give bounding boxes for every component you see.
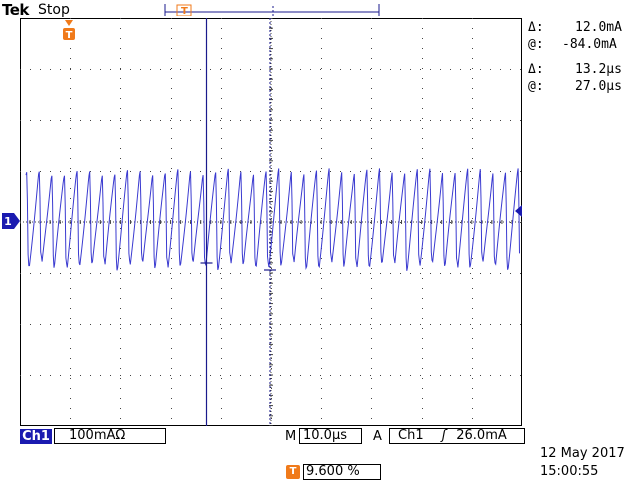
trigger-mode: A <box>373 429 382 444</box>
grid-lines <box>20 18 522 426</box>
trigger-position-value[interactable]: 9.600 % <box>303 464 381 480</box>
record-position-bar: T <box>164 4 380 16</box>
acquisition-state: Stop <box>38 2 70 18</box>
trigger-settings[interactable]: Ch1 ʃ 26.0mA <box>389 428 525 444</box>
svg-text:1: 1 <box>4 215 12 228</box>
waveform-line <box>25 168 520 271</box>
rising-edge-icon: ʃ <box>441 428 447 443</box>
trigger-source: Ch1 <box>398 428 424 443</box>
date-display: 12 May 2017 <box>540 446 625 461</box>
time-at-value: 27.0μs <box>575 79 622 94</box>
amplitude-at-value: -84.0mA <box>562 37 617 52</box>
trigger-level-marker[interactable] <box>513 202 522 217</box>
svg-text:T: T <box>181 6 188 16</box>
amplitude-delta-value: 12.0mA <box>575 20 622 35</box>
cursor-lines <box>200 18 276 426</box>
svg-text:T: T <box>66 30 73 41</box>
channel1-label[interactable]: Ch1 <box>20 429 52 444</box>
amplitude-at-label: @: <box>528 37 544 52</box>
time-display: 15:00:55 <box>540 464 599 479</box>
channel1-ground-marker[interactable]: 1 <box>2 213 20 229</box>
trigger-position-icon: T <box>286 465 300 479</box>
channel1-scale[interactable]: 100mAΩ <box>54 428 166 444</box>
time-delta-value: 13.2μs <box>575 62 622 77</box>
trigger-position-marker[interactable]: T <box>63 20 75 41</box>
horizontal-prefix: M <box>285 429 297 444</box>
time-delta-label: Δ: <box>528 62 544 77</box>
horizontal-scale[interactable]: 10.0μs <box>299 428 362 444</box>
time-at-label: @: <box>528 79 544 94</box>
amplitude-delta-readout: Δ: <box>528 20 544 35</box>
oscilloscope-graticule[interactable] <box>20 18 522 426</box>
brand-logo: Tek <box>2 1 29 19</box>
trigger-level: 26.0mA <box>456 428 507 443</box>
waveform-trace <box>25 168 520 271</box>
